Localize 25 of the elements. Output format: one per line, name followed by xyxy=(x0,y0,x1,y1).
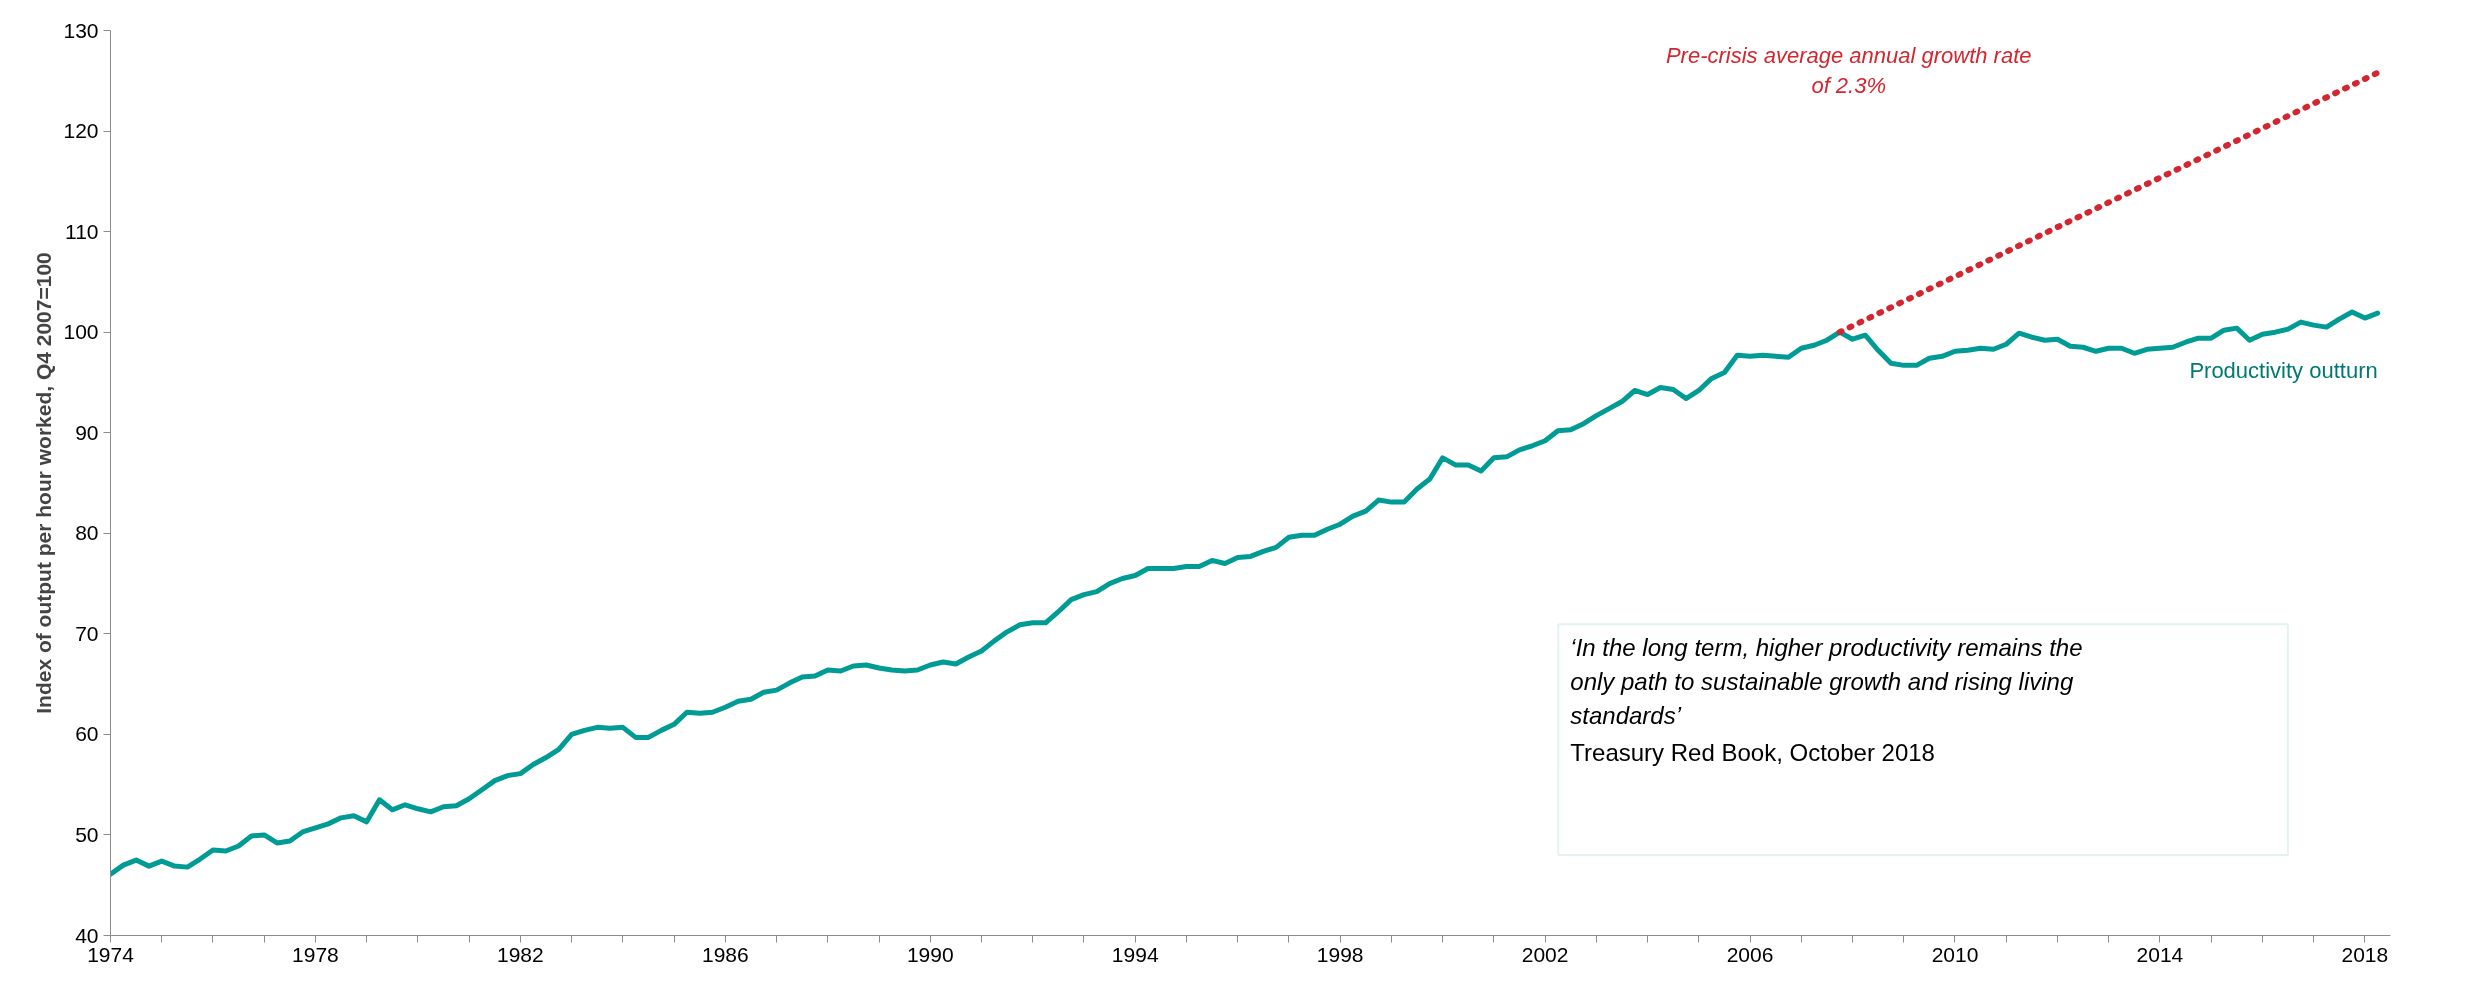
x-tick-label: 1994 xyxy=(1111,942,1159,966)
series-label: Productivity outturn xyxy=(2189,358,2378,384)
x-tick-label: 2002 xyxy=(1521,942,1569,966)
x-tick-label: 1986 xyxy=(701,942,749,966)
y-tick-label: 90 xyxy=(75,420,99,444)
y-tick-label: 130 xyxy=(63,18,99,42)
x-tick-label: 2014 xyxy=(2136,942,2184,966)
y-tick-label: 110 xyxy=(65,219,99,243)
y-tick-label: 120 xyxy=(63,119,99,143)
y-tick-label: 70 xyxy=(75,621,99,645)
y-tick-label: 60 xyxy=(75,722,99,746)
text: Pre-crisis average annual growth rate of 2.3% xyxy=(1665,42,2032,98)
y-tick-label: 50 xyxy=(75,822,99,846)
y-tick-label: 80 xyxy=(75,521,99,545)
x-tick-label: 1998 xyxy=(1316,942,1364,966)
x-tick-label: 2010 xyxy=(1931,942,1979,966)
x-tick-label: 2006 xyxy=(1726,942,1774,966)
x-tick-label: 1978 xyxy=(292,942,339,966)
y-tick-label: 100 xyxy=(63,320,99,344)
annotation: ‘In the long term, higher productivity remains the only path to sustainable growth and rising living standards’ xyxy=(1570,634,2083,729)
annotation: Treasury Red Book, October 2018 xyxy=(1570,739,1935,767)
y-axis-title: Index of output per hour worked, Q4 2007=100 xyxy=(32,252,56,714)
x-tick-label: 1982 xyxy=(497,942,544,966)
x-tick-label: 2018 xyxy=(2341,942,2389,966)
x-tick-label: 1990 xyxy=(906,942,954,966)
